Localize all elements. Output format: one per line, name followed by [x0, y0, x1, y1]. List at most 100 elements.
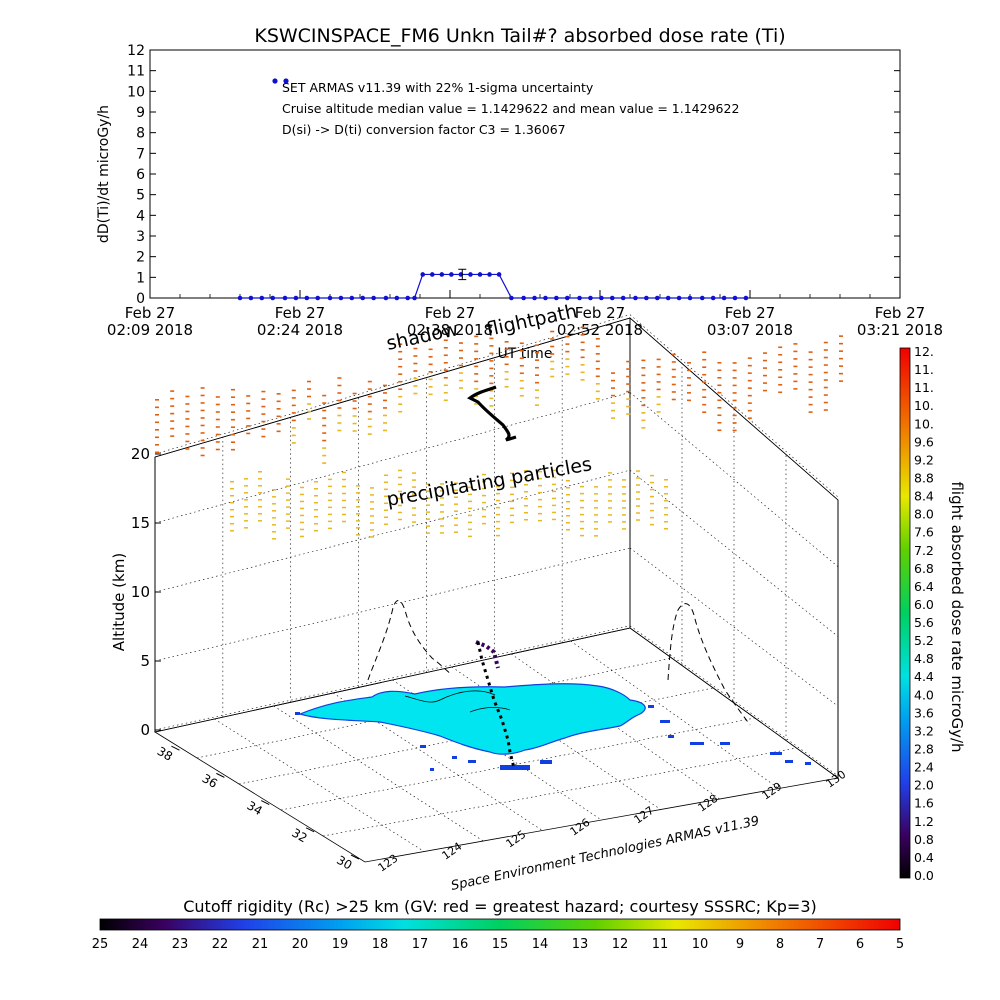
data-point [349, 295, 355, 301]
top-y-tick-label: 4 [136, 208, 145, 224]
top-x-tick-time: 03:07 2018 [707, 321, 793, 339]
altitude-axis-label: Altitude (km) [110, 553, 128, 651]
dose-colorbar-tick: 8.0 [914, 507, 934, 522]
rigidity-colorbar-tick: 13 [572, 937, 589, 952]
wall-grid-line [154, 625, 631, 731]
rigidity-colorbar-tick: 12 [612, 937, 629, 952]
rigidity-colorbar-tick: 14 [532, 937, 549, 952]
rigidity-colorbar-tick: 18 [372, 937, 389, 952]
dose-colorbar-tick: 12. [914, 344, 934, 359]
top-x-tick-time: 03:21 2018 [857, 321, 943, 339]
floor-grid-line [273, 705, 484, 842]
top-y-tick-label: 12 [127, 43, 145, 59]
dose-colorbar-tick: 5.2 [914, 633, 934, 648]
dose-colorbar-tick: 4.4 [914, 669, 934, 684]
top-x-tick-date: Feb 27 [575, 304, 625, 322]
dose-colorbar-tick: 0.0 [914, 868, 934, 883]
rigidity-colorbar-tick: 19 [332, 937, 349, 952]
data-point [743, 295, 749, 301]
floor-grid-line [570, 640, 780, 789]
rigidity-colorbar-tick: 20 [292, 937, 309, 952]
dose-colorbar-tick: 2.0 [914, 778, 934, 793]
data-point [521, 295, 526, 301]
data-point [468, 272, 473, 277]
lon-tick-label: 127 [632, 804, 657, 827]
lat-tick-label: 34 [244, 798, 264, 818]
flightpath-profile [475, 640, 500, 669]
rigidity-colorbar-tick: 5 [896, 937, 904, 952]
dose-colorbar-tick: 5.6 [914, 615, 934, 630]
dose-colorbar-tick: 7.6 [914, 525, 934, 540]
land-mass [298, 683, 646, 755]
top-y-tick-label: 10 [127, 84, 145, 100]
dose-colorbar-tick: 1.2 [914, 814, 934, 829]
dose-colorbar-tick: 7.2 [914, 543, 934, 558]
data-point [732, 295, 738, 301]
data-point [543, 295, 548, 301]
altitude-tick-label: 5 [140, 652, 150, 670]
top-y-tick-label: 7 [136, 146, 145, 162]
lon-tick-label: 125 [504, 828, 529, 851]
dose-colorbar-tick: 9.2 [914, 452, 934, 467]
rigidity-colorbar-tick: 17 [412, 937, 429, 952]
flightpath-high [466, 385, 517, 442]
top-y-tick-label: 1 [136, 270, 145, 286]
dose-colorbar-tick: 0.8 [914, 832, 934, 847]
altitude-axis: 0 5 10 15 20 [131, 445, 839, 778]
dose-colorbar-ramp [899, 347, 911, 879]
wall-grid-line [154, 314, 631, 455]
top-y-tick-label: 5 [136, 188, 145, 204]
data-point [371, 295, 376, 301]
data-point [620, 295, 626, 301]
data-point [599, 295, 604, 301]
data-point [439, 272, 445, 277]
lon-tick-label: 126 [568, 816, 593, 839]
dose-colorbar-tick: 1.6 [914, 796, 934, 811]
island-specks [295, 705, 811, 771]
box-edge [629, 317, 839, 501]
precipitating-particles-field [155, 326, 843, 540]
data-point [429, 272, 435, 277]
dose-colorbar-tick: 0.4 [914, 850, 934, 865]
floor-grid-line [214, 718, 425, 852]
lat-tick-label: 32 [289, 826, 309, 846]
data-point [577, 295, 582, 301]
wall-grid-line [154, 469, 631, 593]
data-point [487, 272, 492, 277]
data-point [304, 295, 310, 301]
shadow-curve-right [667, 603, 751, 726]
rigidity-colorbar-tick: 8 [776, 937, 784, 952]
rigidity-colorbar-tick: 10 [692, 937, 709, 952]
top-x-tick-time: 02:52 2018 [557, 321, 643, 339]
dose-colorbar-tick: 11. [914, 362, 934, 377]
data-point [315, 295, 321, 301]
data-point [282, 295, 288, 301]
data-point [394, 295, 400, 301]
top-x-axis-label: UT time [498, 346, 553, 362]
rigidity-colorbar-tick: 15 [492, 937, 509, 952]
rigidity-colorbar: Cutoff rigidity (Rc) >25 km (GV: red = g… [92, 897, 904, 952]
dose-colorbar-tick: 9.6 [914, 434, 934, 449]
data-point [532, 295, 537, 301]
data-point [509, 295, 514, 301]
dose-colorbar-tick: 6.4 [914, 579, 934, 594]
top-y-tick-label: 3 [136, 229, 145, 245]
data-point [676, 295, 682, 301]
top-y-tick-label: 8 [136, 126, 145, 142]
rigidity-colorbar-tick: 11 [652, 937, 669, 952]
shadow-curve-left [367, 600, 453, 681]
grid-lines-3d [154, 314, 839, 852]
annotation-line: Cruise altitude median value = 1.1429622… [282, 101, 739, 116]
dose-colorbar-tick: 6.0 [914, 597, 934, 612]
data-point [687, 295, 693, 301]
rigidity-colorbar-tick: 6 [856, 937, 864, 952]
data-point [412, 295, 417, 301]
chart-title: KSWCINSPACE_FM6 Unkn Tail#? absorbed dos… [254, 25, 785, 47]
data-point [665, 295, 671, 301]
dose-colorbar-tick: 3.2 [914, 723, 934, 738]
data-point [248, 295, 254, 301]
dose-colorbar-tick: 10. [914, 416, 934, 431]
data-point [609, 295, 615, 301]
floor-grid-line [322, 747, 797, 837]
wall-grid-line [629, 469, 839, 637]
